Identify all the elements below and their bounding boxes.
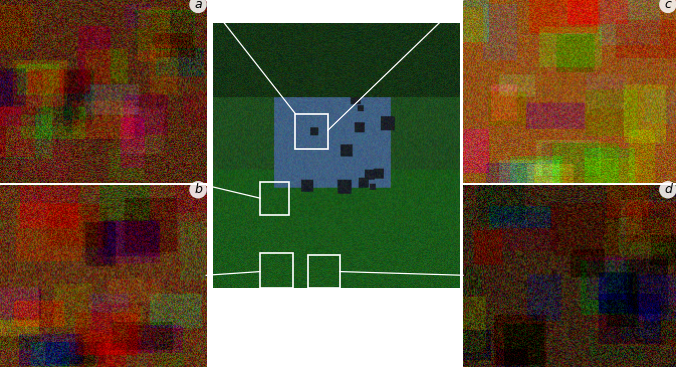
Bar	[260, 253, 293, 288]
Text: a: a	[194, 0, 202, 11]
Text: d: d	[664, 183, 672, 196]
Bar	[295, 114, 328, 149]
Text: c: c	[665, 0, 671, 11]
Bar	[308, 255, 340, 288]
Text: b: b	[194, 183, 202, 196]
Bar	[260, 182, 289, 215]
